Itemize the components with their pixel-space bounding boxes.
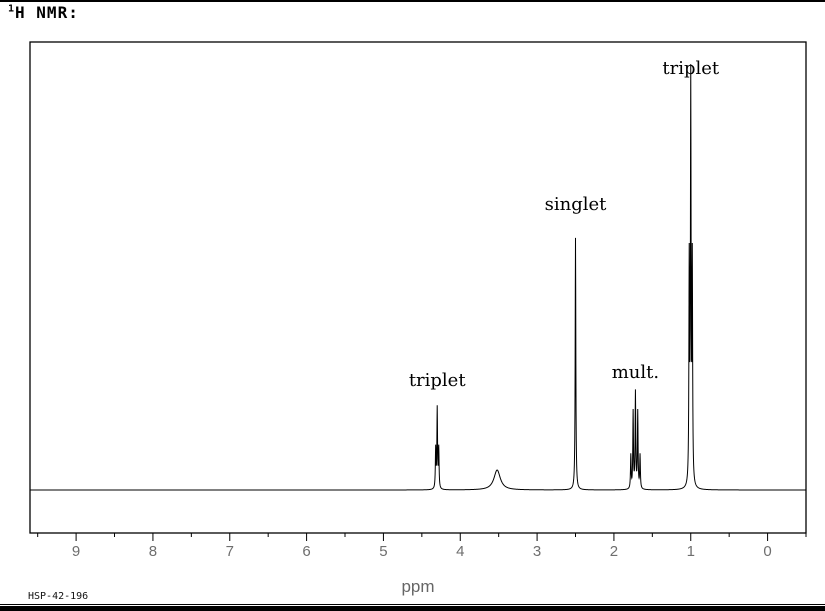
x-tick-label: 7: [226, 543, 234, 560]
peak-label: singlet: [545, 194, 608, 215]
title-superscript: 1: [8, 3, 16, 15]
top-border-line: [0, 0, 825, 2]
x-tick-label: 4: [456, 543, 464, 560]
x-axis-label: ppm: [401, 577, 435, 596]
x-tick-label: 8: [149, 543, 157, 560]
peak-label: mult.: [612, 362, 659, 383]
x-tick-label: 3: [533, 543, 541, 560]
peak-label: triplet: [662, 58, 720, 79]
x-tick-label: 1: [687, 543, 695, 560]
sample-id-label: HSP-42-196: [28, 591, 89, 602]
footer-divider: [0, 604, 825, 605]
x-tick-label: 6: [302, 543, 310, 560]
x-tick-label: 9: [72, 543, 80, 560]
x-tick-label: 2: [610, 543, 618, 560]
x-tick-label: 0: [763, 543, 771, 560]
peak-label: triplet: [409, 370, 467, 391]
spectrum-trace: [30, 64, 807, 491]
x-tick-label: 5: [379, 543, 387, 560]
bottom-border-bar: [0, 606, 825, 611]
plot-border: [29, 41, 807, 534]
title-text: H NMR:: [15, 3, 79, 22]
page-title: 1H NMR:: [8, 3, 79, 22]
